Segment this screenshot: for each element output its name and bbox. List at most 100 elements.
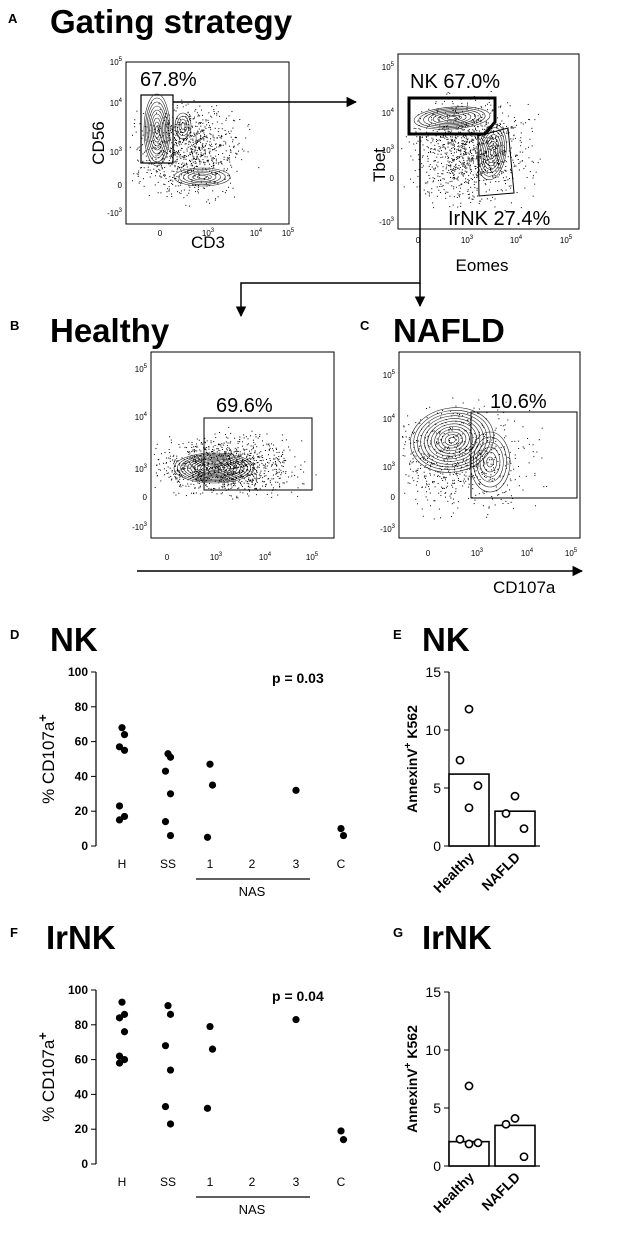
x-tick-label: H — [118, 1175, 127, 1189]
data-point — [464, 803, 474, 813]
data-point — [161, 818, 170, 826]
data-point — [464, 1139, 474, 1149]
y-tick-label: 100 — [68, 665, 88, 679]
axis-label-eomes: Eomes — [456, 256, 509, 275]
y-tick-label: 15 — [425, 984, 441, 1000]
axis-label-cd107a: CD107a — [493, 578, 556, 597]
flow-plot-healthy: 69.6% 105 104 103 0 -103 0 103 104 105 — [132, 351, 335, 562]
group-label-nas: NAS — [239, 884, 266, 899]
y-tick-label: 0 — [143, 493, 148, 502]
y-tick-labels: 105 104 103 0 -103 — [132, 364, 148, 532]
panel-d-title: NK — [50, 621, 98, 658]
panel-b-title: Healthy — [50, 312, 170, 349]
y-tick-label: -103 — [379, 217, 395, 227]
data-point — [292, 1015, 300, 1024]
data-point — [339, 831, 348, 840]
x-tick-label: 104 — [250, 228, 263, 238]
x-tick-label: NAFLD — [478, 849, 523, 894]
panel-letter-g: G — [393, 925, 403, 940]
y-tick-label: 80 — [75, 700, 89, 714]
gate-irnk-label: IrNK 27.4% — [448, 208, 550, 230]
x-tick-label: 0 — [416, 236, 421, 245]
y-tick-labels: 105 104 103 0 -103 — [107, 57, 123, 218]
x-tick-label: C — [337, 857, 346, 871]
flow-plot-cd3-cd56: CD56 CD3 67.8% 105 104 103 0 -103 0 103 104 105 — [89, 57, 295, 252]
y-tick-label: 0 — [390, 174, 395, 183]
x-tick-label: Healthy — [430, 849, 477, 896]
panel-letter-f: F — [10, 925, 18, 940]
y-tick-label: 60 — [75, 735, 89, 749]
data-point — [120, 1028, 129, 1036]
contour-density — [402, 397, 548, 520]
data-point — [473, 781, 483, 791]
chart-e-nk-annexin: 0 5 10 15 AnnexinV+ K562 Healthy NAFLD — [403, 664, 540, 896]
x-tick-label: 104 — [510, 235, 523, 245]
data-point — [206, 1022, 214, 1031]
data-point — [519, 1152, 529, 1162]
y-tick-label: 0 — [433, 1158, 441, 1174]
x-tick-label: 105 — [306, 552, 319, 562]
data-point — [164, 1002, 172, 1010]
y-tick-label: -103 — [107, 208, 123, 218]
y-tick-label: 105 — [383, 370, 396, 380]
data-point — [166, 790, 175, 798]
panel-a-title: Gating strategy — [50, 3, 293, 40]
data-point — [115, 802, 124, 810]
data-point — [120, 1010, 129, 1018]
y-tick-label: 104 — [383, 414, 396, 424]
x-tick-label: 2 — [249, 857, 256, 871]
panel-letter-a: A — [8, 11, 18, 26]
panel-c-title: NAFLD — [393, 312, 505, 349]
x-tick-label: SS — [160, 857, 176, 871]
y-tick-label: -103 — [380, 524, 396, 534]
y-tick-label: 104 — [110, 98, 123, 108]
axis-label-tbet: Tbet — [370, 148, 389, 182]
y-tick-label: 15 — [425, 664, 441, 680]
bar — [494, 810, 536, 847]
gate-nk — [407, 96, 497, 136]
axis-label-cd3: CD3 — [191, 233, 225, 252]
x-tick-labels: 0 103 104 105 — [165, 552, 319, 562]
y-tick-label: 103 — [382, 145, 395, 155]
bar — [494, 1124, 536, 1167]
y-tick-label: 103 — [383, 462, 396, 472]
data-point — [455, 755, 465, 765]
y-tick-label: 103 — [135, 464, 148, 474]
panel-letter-e: E — [393, 627, 402, 642]
arrow-to-healthy — [235, 136, 421, 318]
y-tick-label: 105 — [110, 57, 123, 67]
panel-letter-b: B — [10, 318, 19, 333]
x-tick-labels: 0 103 104 105 — [416, 235, 573, 245]
x-tick-label: SS — [160, 1175, 176, 1189]
data-point — [464, 1081, 474, 1091]
data-point — [120, 1056, 129, 1064]
panel-letter-d: D — [10, 627, 19, 642]
data-point — [120, 746, 129, 754]
y-tick-label: 0 — [433, 838, 441, 854]
data-point — [203, 1104, 212, 1112]
data-point — [166, 1120, 175, 1128]
gate-irnk — [477, 127, 515, 197]
x-tick-labels: 0 103 104 105 — [426, 548, 578, 558]
y-tick-labels: 105 104 103 0 -103 — [379, 62, 395, 227]
data-point — [519, 824, 529, 833]
x-tick-label: 0 — [158, 229, 163, 238]
x-tick-label: 105 — [560, 235, 573, 245]
y-tick-label: 40 — [75, 769, 89, 783]
data-point — [208, 1045, 217, 1053]
chart-d-nk-cd107a: 0 20 40 60 80 100 % CD107a+ H SS 1 2 3 C NAS p = 0.03 — [35, 665, 348, 899]
gate-percent-label: 10.6% — [490, 391, 547, 413]
data-point — [166, 831, 175, 840]
y-tick-label: 60 — [75, 1053, 89, 1067]
panel-g-title: IrNK — [422, 919, 492, 956]
flow-plot-eomes-tbet: Tbet Eomes NK 67.0% IrNK 27.4% 105 104 103… — [370, 53, 580, 275]
y-axis-label: % CD107a+ — [35, 1032, 58, 1122]
x-tick-label: 103 — [210, 552, 223, 562]
contour-density — [129, 93, 260, 207]
x-tick-label: 103 — [471, 548, 484, 558]
panel-f-title: IrNK — [46, 919, 116, 956]
data-point — [115, 1014, 124, 1022]
data-point — [292, 786, 300, 794]
data-point — [118, 724, 126, 732]
x-tick-label: 1 — [207, 857, 214, 871]
